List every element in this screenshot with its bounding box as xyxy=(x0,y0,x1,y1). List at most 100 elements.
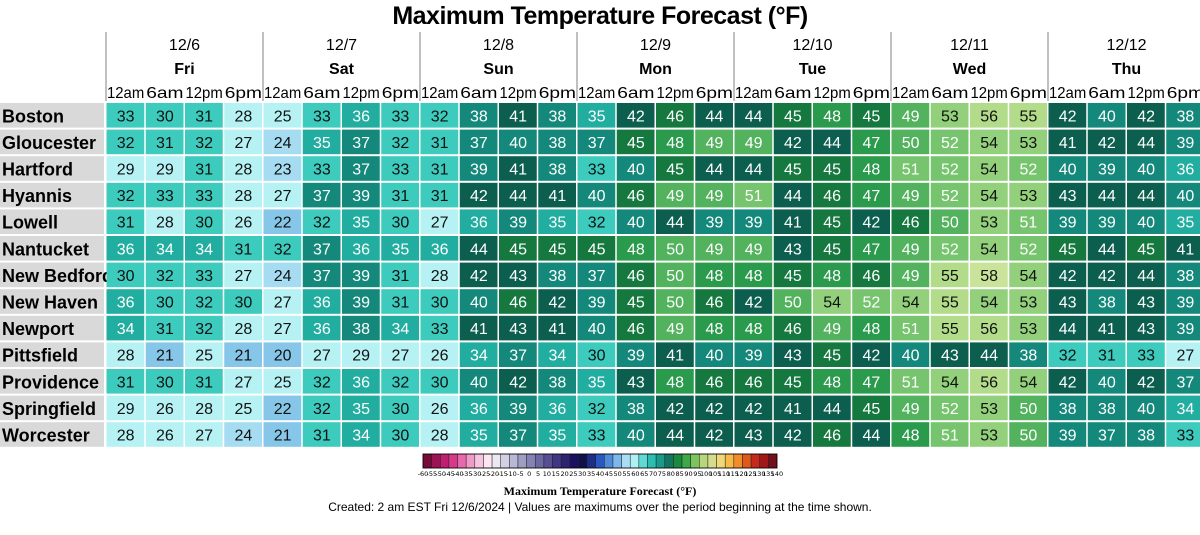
cell-value-label: 39 xyxy=(705,215,723,232)
heatmap-cell xyxy=(263,103,302,128)
heatmap-cell xyxy=(263,236,302,261)
cell-value-label: 41 xyxy=(1059,135,1077,152)
day-date-label: 12/9 xyxy=(640,37,671,54)
cell-value-label: 42 xyxy=(784,428,802,445)
cell-value-label: 33 xyxy=(156,188,174,205)
heatmap-cell xyxy=(381,156,419,181)
heatmap-cell xyxy=(263,289,302,314)
colorbar-tick-label: -55 xyxy=(427,470,438,478)
hour-label: 6pm xyxy=(1167,85,1200,102)
cell-value-label: 27 xyxy=(274,295,292,312)
cell-value-label: 48 xyxy=(705,268,723,285)
cell-value-label: 40 xyxy=(470,295,488,312)
cell-value-label: 46 xyxy=(705,374,723,391)
cell-value-label: 32 xyxy=(117,135,135,152)
cell-value-label: 25 xyxy=(195,348,213,365)
heatmap-cell xyxy=(459,209,498,234)
cell-value-label: 33 xyxy=(588,162,606,179)
colorbar-swatch xyxy=(534,453,545,469)
cell-value-label: 34 xyxy=(391,321,409,338)
city-label: Worcester xyxy=(2,426,90,446)
cell-value-label: 44 xyxy=(1137,268,1155,285)
hour-label: 6am xyxy=(617,85,654,102)
heatmap-cell xyxy=(1048,103,1087,128)
day-name-label: Wed xyxy=(953,61,986,78)
heatmap-cell xyxy=(695,315,733,341)
cell-value-label: 39 xyxy=(352,188,370,205)
cell-value-label: 39 xyxy=(1176,295,1194,312)
cell-value-label: 30 xyxy=(391,428,409,445)
heatmap-cell xyxy=(616,342,655,367)
heatmap-cell xyxy=(538,342,576,367)
cell-value-label: 45 xyxy=(548,241,566,258)
city-label-bg xyxy=(0,262,104,288)
cell-value-label: 25 xyxy=(274,108,292,125)
heatmap-cell xyxy=(224,315,262,341)
heatmap-cell xyxy=(342,422,380,447)
cell-value-label: 32 xyxy=(391,135,409,152)
heatmap-cell xyxy=(695,422,733,447)
heatmap-cell xyxy=(263,209,302,234)
hour-label: 12pm xyxy=(971,85,1008,102)
colorbar-swatch xyxy=(552,453,562,469)
heatmap-cell xyxy=(813,422,851,447)
cell-value-label: 24 xyxy=(274,135,292,152)
cell-value-label: 44 xyxy=(823,401,841,418)
cell-value-label: 32 xyxy=(588,401,606,418)
heatmap-cell xyxy=(734,315,773,341)
day-date-label: 12/6 xyxy=(169,37,200,54)
cell-value-label: 54 xyxy=(1019,268,1037,285)
heatmap-cell xyxy=(773,129,812,155)
heatmap-cell xyxy=(891,289,930,314)
cell-value-label: 44 xyxy=(784,188,802,205)
cell-value-label: 45 xyxy=(666,162,684,179)
cell-value-label: 50 xyxy=(1019,401,1037,418)
hour-label: 6pm xyxy=(1010,85,1047,102)
cell-value-label: 28 xyxy=(234,162,252,179)
heatmap-cell xyxy=(813,236,851,261)
heatmap-cell xyxy=(1048,315,1087,341)
cell-value-label: 36 xyxy=(313,321,331,338)
heatmap-cell xyxy=(695,209,733,234)
heatmap-cell xyxy=(106,129,145,155)
colorbar-tick-label: 105 xyxy=(709,470,721,478)
city-label-bg xyxy=(0,129,104,155)
cell-value-label: 38 xyxy=(1019,348,1037,365)
day-date-label: 12/12 xyxy=(1106,37,1146,54)
cell-value-label: 54 xyxy=(941,374,959,391)
cell-value-label: 31 xyxy=(391,295,409,312)
heatmap-cell xyxy=(813,209,851,234)
heatmap-cell xyxy=(734,395,773,421)
cell-value-label: 36 xyxy=(548,401,566,418)
cell-value-label: 33 xyxy=(391,162,409,179)
heatmap-cell xyxy=(538,236,576,261)
heatmap-cell xyxy=(656,289,694,314)
heatmap-cell xyxy=(734,182,773,208)
cell-value-label: 38 xyxy=(1176,108,1194,125)
cell-value-label: 38 xyxy=(1098,401,1116,418)
heatmap-cell xyxy=(616,156,655,181)
heatmap-cell xyxy=(342,395,380,421)
heatmap-cell xyxy=(852,422,890,447)
cell-value-label: 50 xyxy=(902,135,920,152)
heatmap-cell xyxy=(499,395,537,421)
colorbar-swatch xyxy=(431,453,441,469)
cell-value-label: 31 xyxy=(117,374,135,391)
heatmap-cell xyxy=(499,129,537,155)
cell-value-label: 51 xyxy=(1019,215,1037,232)
colorbar-tick-label: -30 xyxy=(471,470,482,478)
cell-value-label: 49 xyxy=(705,135,723,152)
cell-value-label: 26 xyxy=(156,401,174,418)
heatmap-cell xyxy=(538,103,576,128)
heatmap-cell xyxy=(538,156,576,181)
cell-value-label: 38 xyxy=(1098,295,1116,312)
heatmap-cell xyxy=(891,182,930,208)
hour-label: 12pm xyxy=(343,85,380,102)
heatmap-cell xyxy=(773,182,812,208)
colorbar-tick-label: 130 xyxy=(753,470,765,478)
cell-value-label: 49 xyxy=(666,321,684,338)
cell-value-label: 44 xyxy=(1098,241,1116,258)
hour-label: 6pm xyxy=(853,85,890,102)
cell-value-label: 44 xyxy=(1137,188,1155,205)
heatmap-cell xyxy=(1087,289,1126,314)
